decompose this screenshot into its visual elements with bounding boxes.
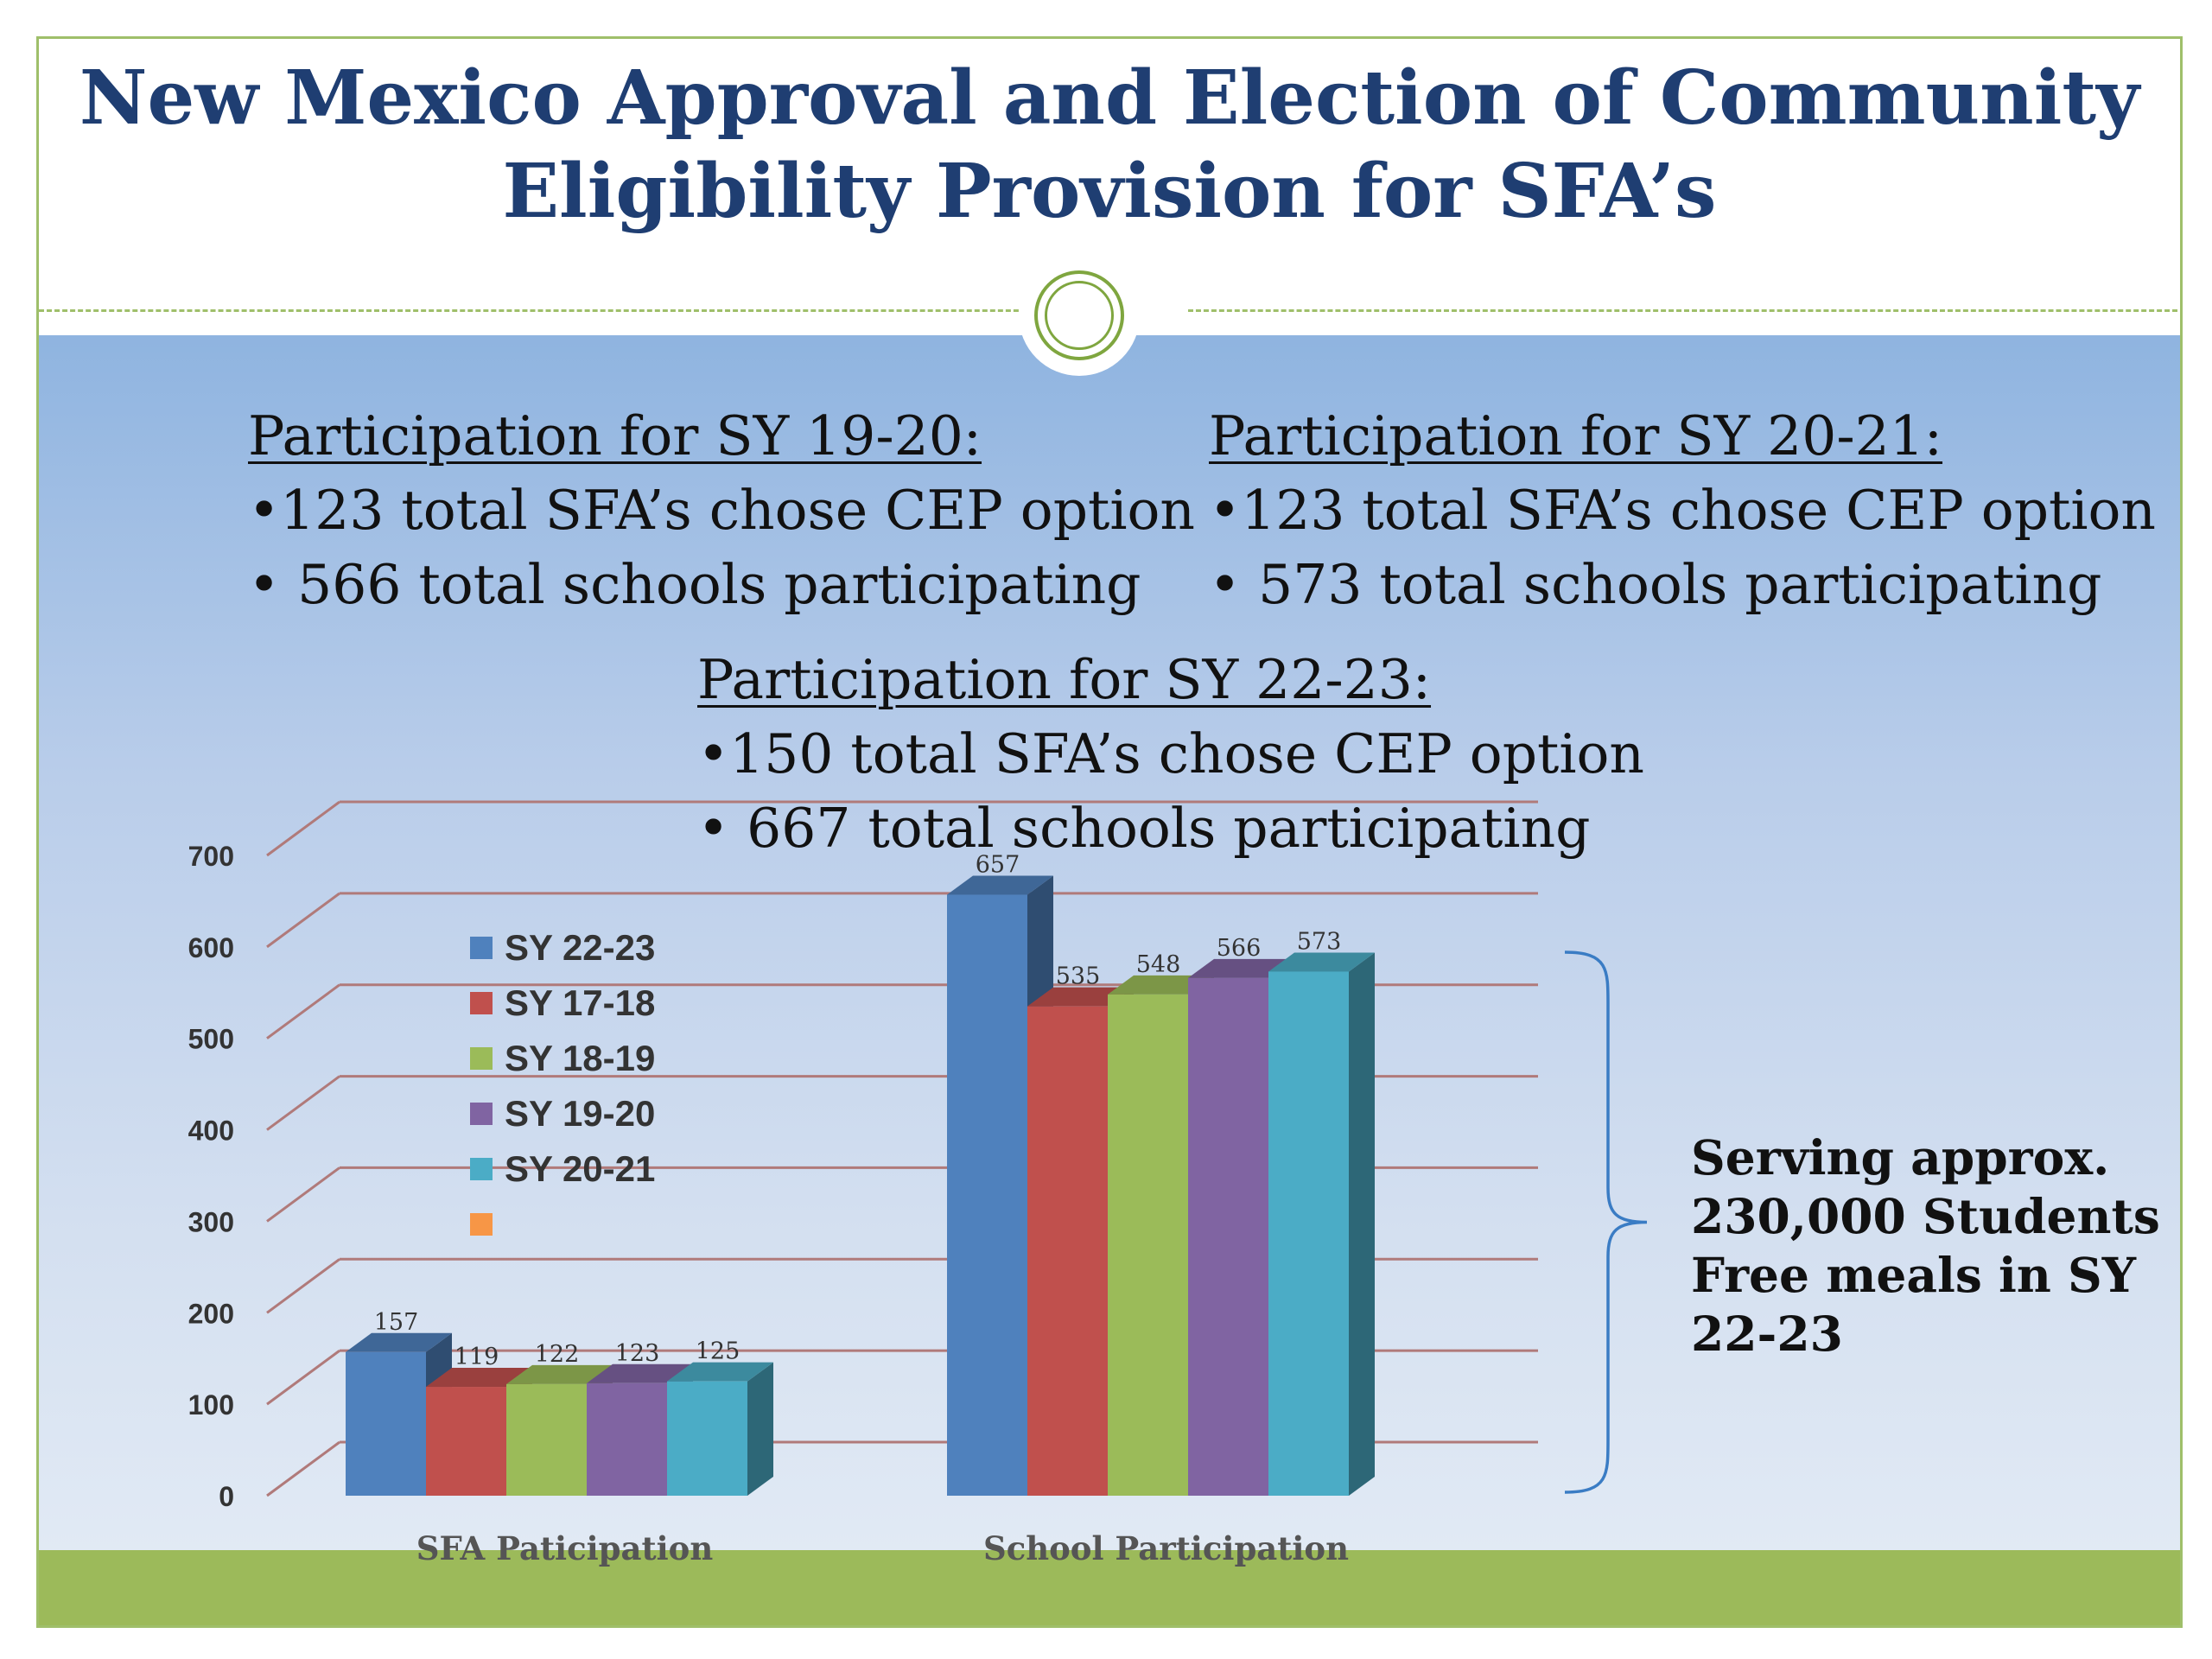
gridline-diagonal <box>266 800 340 857</box>
bar-top <box>426 1368 532 1388</box>
y-tick-label: 300 <box>188 1206 234 1237</box>
legend-swatch <box>470 1158 493 1180</box>
bar <box>587 1382 667 1496</box>
gridline-diagonal <box>266 1349 340 1406</box>
bar-top <box>346 1332 452 1352</box>
bar <box>1108 994 1188 1496</box>
bar <box>667 1381 747 1496</box>
block-heading: Participation for SY 19-20: <box>248 404 982 467</box>
legend-label: SY 19-20 <box>505 1093 655 1134</box>
data-label: 122 <box>535 1341 580 1368</box>
y-tick-label: 200 <box>188 1298 234 1329</box>
gridline-diagonal <box>266 892 340 949</box>
divider-right <box>1188 309 2180 312</box>
block-line: • 566 total schools participating <box>248 553 1141 616</box>
y-tick-label: 700 <box>188 841 234 872</box>
y-tick-label: 0 <box>219 1481 234 1512</box>
data-label: 125 <box>696 1338 741 1365</box>
data-label: 535 <box>1056 963 1101 990</box>
data-label: 119 <box>454 1344 499 1370</box>
block-heading: Participation for SY 20-21: <box>1209 404 1943 467</box>
y-tick-label: 400 <box>188 1116 234 1147</box>
bar-side <box>747 1362 773 1496</box>
data-label: 157 <box>374 1309 419 1336</box>
callout-line: 230,000 Students <box>1691 1188 2160 1244</box>
bar-top <box>1188 958 1294 978</box>
slide: New Mexico Approval and Election of Comm… <box>36 36 2183 1628</box>
bar <box>1188 977 1268 1496</box>
gridline-diagonal <box>266 1440 340 1497</box>
legend-swatch <box>470 937 493 959</box>
legend-label: SY 18-19 <box>505 1038 655 1078</box>
bar-top <box>506 1364 613 1384</box>
block-line: •123 total SFA’s chose CEP option <box>1209 479 2157 542</box>
callout-line: 22-23 <box>1691 1306 1843 1362</box>
grass-band <box>39 1550 2180 1625</box>
legend-swatch <box>470 1103 493 1125</box>
gridline-diagonal <box>266 1258 340 1314</box>
data-label: 657 <box>976 852 1020 879</box>
block-line: •123 total SFA’s chose CEP option <box>248 479 1196 542</box>
title-line-1: New Mexico Approval and Election of Comm… <box>79 54 2140 142</box>
bar <box>947 894 1027 1496</box>
bar-top <box>587 1363 693 1383</box>
gridline-diagonal <box>266 1166 340 1223</box>
slide-title: New Mexico Approval and Election of Comm… <box>39 52 2180 238</box>
bar-side <box>1349 952 1375 1496</box>
block-sy-20-21: Participation for SY 20-21: •123 total S… <box>1209 399 2156 622</box>
legend-swatch <box>470 1047 493 1070</box>
callout-line: Free meals in SY <box>1691 1247 2137 1303</box>
x-category-label: School Participation <box>983 1529 1349 1567</box>
bar-top <box>947 875 1053 895</box>
students-callout: Serving approx. 230,000 Students Free me… <box>1691 1128 2160 1363</box>
bar-top <box>667 1362 773 1382</box>
bar <box>346 1351 426 1496</box>
divider-left <box>39 309 1050 312</box>
y-tick-label: 100 <box>188 1389 234 1421</box>
divider-ring-icon <box>1019 255 1140 376</box>
data-label: 548 <box>1136 951 1181 978</box>
block-heading: Participation for SY 22-23: <box>697 648 1432 711</box>
gridline-diagonal <box>266 983 340 1039</box>
legend-label: SY 20-21 <box>505 1148 655 1189</box>
block-line: •150 total SFA’s chose CEP option <box>697 722 1645 785</box>
bar-top <box>1108 975 1214 995</box>
data-label: 566 <box>1217 935 1262 962</box>
legend-label: SY 22-23 <box>505 927 655 968</box>
block-sy-22-23: Participation for SY 22-23: •150 total S… <box>697 643 1644 866</box>
y-tick-label: 600 <box>188 932 234 963</box>
legend-swatch-extra <box>470 1213 493 1236</box>
data-label: 573 <box>1297 928 1342 955</box>
title-line-2: Eligibility Provision for SFA’s <box>502 148 1717 235</box>
legend-swatch <box>470 992 493 1014</box>
gridline-diagonal <box>266 1075 340 1131</box>
x-category-label: SFA Paticipation <box>416 1529 714 1567</box>
bar <box>506 1383 587 1496</box>
block-line: • 573 total schools participating <box>1209 553 2102 616</box>
y-tick-label: 500 <box>188 1024 234 1055</box>
block-sy-19-20: Participation for SY 19-20: •123 total S… <box>248 399 1195 622</box>
bar <box>1268 971 1349 1496</box>
curly-brace <box>1564 950 1648 1494</box>
callout-line: Serving approx. <box>1691 1129 2110 1185</box>
bar-top <box>1268 952 1375 972</box>
block-line: • 667 total schools participating <box>697 797 1591 860</box>
bar-chart: 0 100 200 300 400 500 600 700 157 119 122 123 125 657… <box>188 800 1648 1567</box>
bar <box>1027 1006 1108 1496</box>
legend-label: SY 17-18 <box>505 982 655 1023</box>
data-label: 123 <box>615 1340 660 1367</box>
bar-top <box>1027 987 1134 1007</box>
bar <box>426 1387 506 1496</box>
